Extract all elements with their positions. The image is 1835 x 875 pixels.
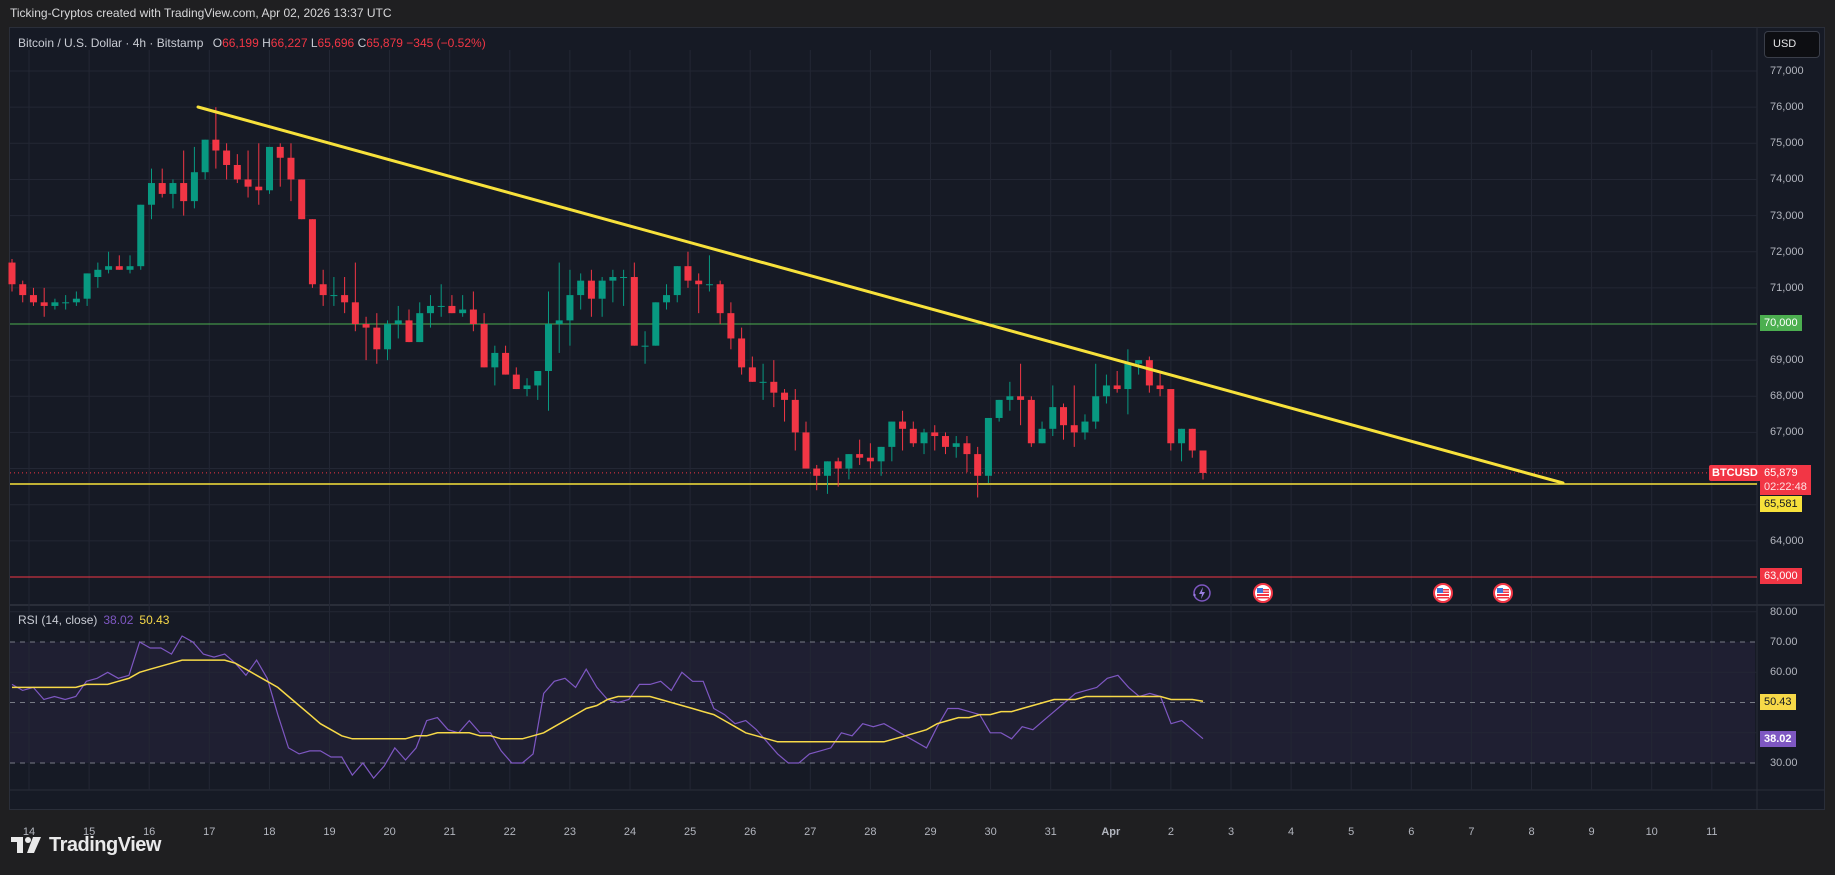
date-tick-label: 28 bbox=[864, 826, 877, 838]
attribution-text: Ticking-Cryptos created with TradingView… bbox=[10, 6, 392, 20]
price-tick-label: 64,000 bbox=[1770, 534, 1804, 547]
rsi-tick-label: 70.00 bbox=[1770, 636, 1798, 648]
attribution-bar: Ticking-Cryptos created with TradingView… bbox=[0, 0, 1835, 27]
price-tick-label: 69,000 bbox=[1770, 354, 1804, 367]
date-tick-label: 19 bbox=[323, 826, 336, 838]
date-tick-label: 6 bbox=[1408, 826, 1415, 838]
bar-countdown: 02:22:48 bbox=[1764, 481, 1807, 493]
current-price: 65,879 bbox=[1764, 467, 1798, 479]
change-value: −345 (−0.52%) bbox=[406, 36, 486, 50]
price-tick-label: 74,000 bbox=[1770, 173, 1804, 186]
brand-name: TradingView bbox=[49, 833, 161, 856]
date-tick-label: 2 bbox=[1167, 826, 1174, 838]
price-tick-label: 72,000 bbox=[1770, 245, 1804, 258]
chart-frame bbox=[9, 27, 1825, 810]
date-tick-label: 23 bbox=[563, 826, 577, 838]
rsi-ma-value: 50.43 bbox=[139, 613, 170, 627]
date-tick-label: 25 bbox=[683, 826, 697, 838]
currency-button[interactable]: USD bbox=[1764, 31, 1820, 58]
date-tick-label: 22 bbox=[503, 826, 516, 838]
date-tick-label: 30 bbox=[984, 826, 997, 838]
high-value: 66,227 bbox=[270, 36, 308, 50]
date-tick-label: 5 bbox=[1348, 826, 1355, 838]
close-value: 65,879 bbox=[366, 36, 403, 50]
us-flag-event-icon[interactable] bbox=[1253, 583, 1273, 603]
date-tick-label: 7 bbox=[1468, 826, 1475, 838]
date-tick-label: 18 bbox=[263, 826, 276, 838]
price-tick-label: 67,000 bbox=[1770, 426, 1804, 439]
level-63000-label: 63,000 bbox=[1760, 568, 1802, 584]
date-tick-label: Apr bbox=[1101, 826, 1121, 838]
price-tick-label: 68,000 bbox=[1770, 390, 1804, 403]
date-tick-label: 17 bbox=[203, 826, 216, 838]
date-tick-label: 3 bbox=[1227, 826, 1235, 838]
date-tick-label: 15 bbox=[82, 826, 96, 838]
rsi-value-tag: 38.02 bbox=[1760, 731, 1796, 747]
date-tick-label: 31 bbox=[1044, 826, 1057, 838]
date-tick-label: 10 bbox=[1645, 826, 1658, 838]
price-tick-label: 77,000 bbox=[1770, 65, 1804, 78]
price-tick-label: 71,000 bbox=[1770, 281, 1804, 294]
date-tick-label: 4 bbox=[1288, 826, 1295, 838]
rsi-tick-label: 30.00 bbox=[1770, 757, 1798, 769]
rsi-legend: RSI (14, close) 38.02 50.43 bbox=[18, 613, 169, 627]
date-tick-label: 20 bbox=[383, 826, 396, 838]
us-flag-event-icon[interactable] bbox=[1493, 583, 1513, 603]
symbol-price-tag: BTCUSD bbox=[1709, 465, 1761, 481]
rsi-ma-tag: 50.43 bbox=[1760, 694, 1796, 710]
price-tick-label: 73,000 bbox=[1770, 209, 1804, 222]
us-flag-event-icon[interactable] bbox=[1433, 583, 1453, 603]
date-tick-label: 24 bbox=[623, 826, 637, 838]
lightning-event-icon[interactable] bbox=[1190, 583, 1211, 603]
price-tick-label: 76,000 bbox=[1770, 101, 1804, 114]
price-tick-label: 75,000 bbox=[1770, 137, 1804, 150]
rsi-title[interactable]: RSI (14, close) bbox=[18, 613, 98, 627]
tradingview-logo[interactable]: TradingView bbox=[11, 834, 161, 856]
date-tick-label: 16 bbox=[143, 826, 156, 838]
symbol-title[interactable]: Bitcoin / U.S. Dollar · 4h · Bitstamp bbox=[18, 36, 204, 50]
date-tick-label: 11 bbox=[1706, 826, 1718, 838]
current-price-label: 65,879 02:22:48 bbox=[1760, 465, 1811, 495]
date-tick-label: 14 bbox=[22, 826, 36, 838]
level-65581-label: 65,581 bbox=[1760, 496, 1802, 512]
rsi-tick-label: 80.00 bbox=[1770, 605, 1798, 618]
date-tick-label: 27 bbox=[804, 826, 817, 838]
level-70000-label: 70,000 bbox=[1760, 315, 1802, 331]
date-tick-label: 26 bbox=[744, 826, 757, 838]
symbol-legend: Bitcoin / U.S. Dollar · 4h · Bitstamp O6… bbox=[18, 34, 486, 52]
low-value: 65,696 bbox=[317, 36, 355, 50]
date-tick-label: 9 bbox=[1588, 826, 1595, 838]
rsi-value: 38.02 bbox=[103, 613, 134, 627]
tradingview-logo-icon bbox=[11, 837, 41, 853]
ohlc-values: O66,199 H66,227 L65,696 C65,879 −345 (−0… bbox=[212, 36, 486, 50]
date-tick-label: 21 bbox=[443, 826, 456, 838]
date-tick-label: 29 bbox=[924, 826, 937, 838]
open-value: 66,199 bbox=[222, 36, 259, 50]
date-tick-label: 8 bbox=[1528, 826, 1535, 838]
rsi-tick-label: 60.00 bbox=[1770, 666, 1798, 679]
